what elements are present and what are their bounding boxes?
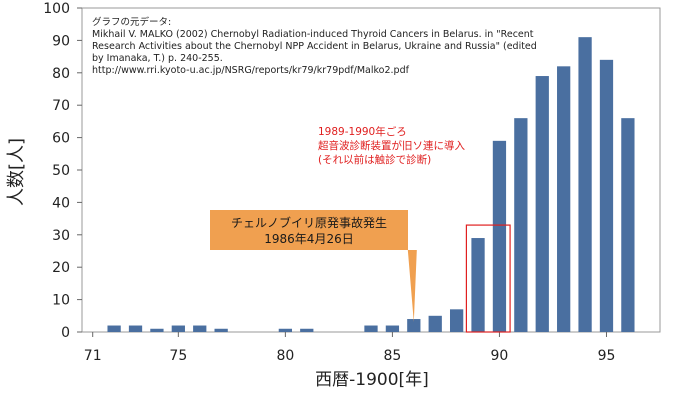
y-tick-label: 50: [52, 163, 70, 179]
source-note-line: Research Activities about the Chernobyl …: [92, 41, 537, 52]
annotation-line: 超音波診断装置が旧ソ連に導入: [318, 139, 465, 152]
x-tick-label: 71: [84, 348, 102, 364]
source-note-line: http://www.rri.kyoto-u.ac.jp/NSRG/report…: [92, 65, 410, 76]
bar: [599, 59, 614, 333]
y-tick-label: 70: [52, 98, 70, 114]
plot-area: 0 10 20 30 40 50 60 70 80 90 100 71 75 80 85 90 95 チェルノブイ…: [43, 1, 661, 364]
callout-box: [210, 210, 417, 322]
y-tick-label: 40: [52, 195, 70, 211]
highlight-box: [465, 224, 511, 333]
callout-date: 1986年4月26日: [264, 232, 353, 246]
bar: [621, 118, 635, 332]
bar: [407, 319, 421, 332]
bar: [214, 328, 228, 332]
y-axis-label: 人数[人]: [6, 138, 27, 206]
source-note-line: Mikhail V. MALKO (2002) Chernobyl Radiat…: [92, 29, 534, 40]
y-tick-label: 100: [43, 1, 70, 17]
bar: [128, 325, 143, 332]
y-tick-label: 80: [52, 66, 70, 82]
bar: [535, 76, 549, 332]
bar: [578, 37, 592, 332]
callout-title: チェルノブイリ原発事故発生: [231, 215, 387, 230]
bar: [364, 325, 378, 332]
y-tick-label: 20: [52, 260, 70, 276]
y-tick-label: 30: [52, 228, 70, 244]
x-tick-label: 90: [491, 348, 509, 364]
bar: [449, 309, 464, 332]
x-tick-label: 95: [598, 348, 616, 364]
bar: [278, 328, 293, 332]
source-note-line: by Imanaka, T.) p. 240-255.: [92, 53, 223, 64]
annotation-line: 1989-1990年ごろ: [318, 125, 407, 138]
source-note-line: グラフの元データ:: [92, 16, 171, 28]
y-tick-label: 10: [52, 293, 70, 309]
bar: [385, 325, 400, 332]
ultrasound-annotation: 1989-1990年ごろ 超音波診断装置が旧ソ連に導入 (それ以前は触診で診断): [318, 125, 465, 166]
annotation-line: (それ以前は触診で診断): [318, 153, 431, 166]
bar: [171, 325, 185, 332]
bar: [557, 66, 571, 332]
y-tick-label: 60: [52, 131, 70, 147]
bar: [514, 118, 528, 332]
bar: [150, 328, 164, 332]
x-axis-label: 西暦-1900[年]: [315, 370, 429, 390]
x-tick-label: 80: [276, 348, 294, 364]
y-tick-label: 0: [61, 325, 70, 341]
bar: [492, 140, 507, 332]
bar: [300, 328, 314, 332]
x-tick-label: 75: [169, 348, 187, 364]
bar: [471, 238, 485, 332]
bar: [107, 325, 121, 332]
y-tick-label: 90: [52, 33, 70, 49]
bar: [193, 325, 207, 332]
x-tick-label: 85: [383, 348, 401, 364]
bar: [428, 315, 442, 332]
source-note: グラフの元データ: Mikhail V. MALKO (2002) Cherno…: [92, 16, 537, 76]
